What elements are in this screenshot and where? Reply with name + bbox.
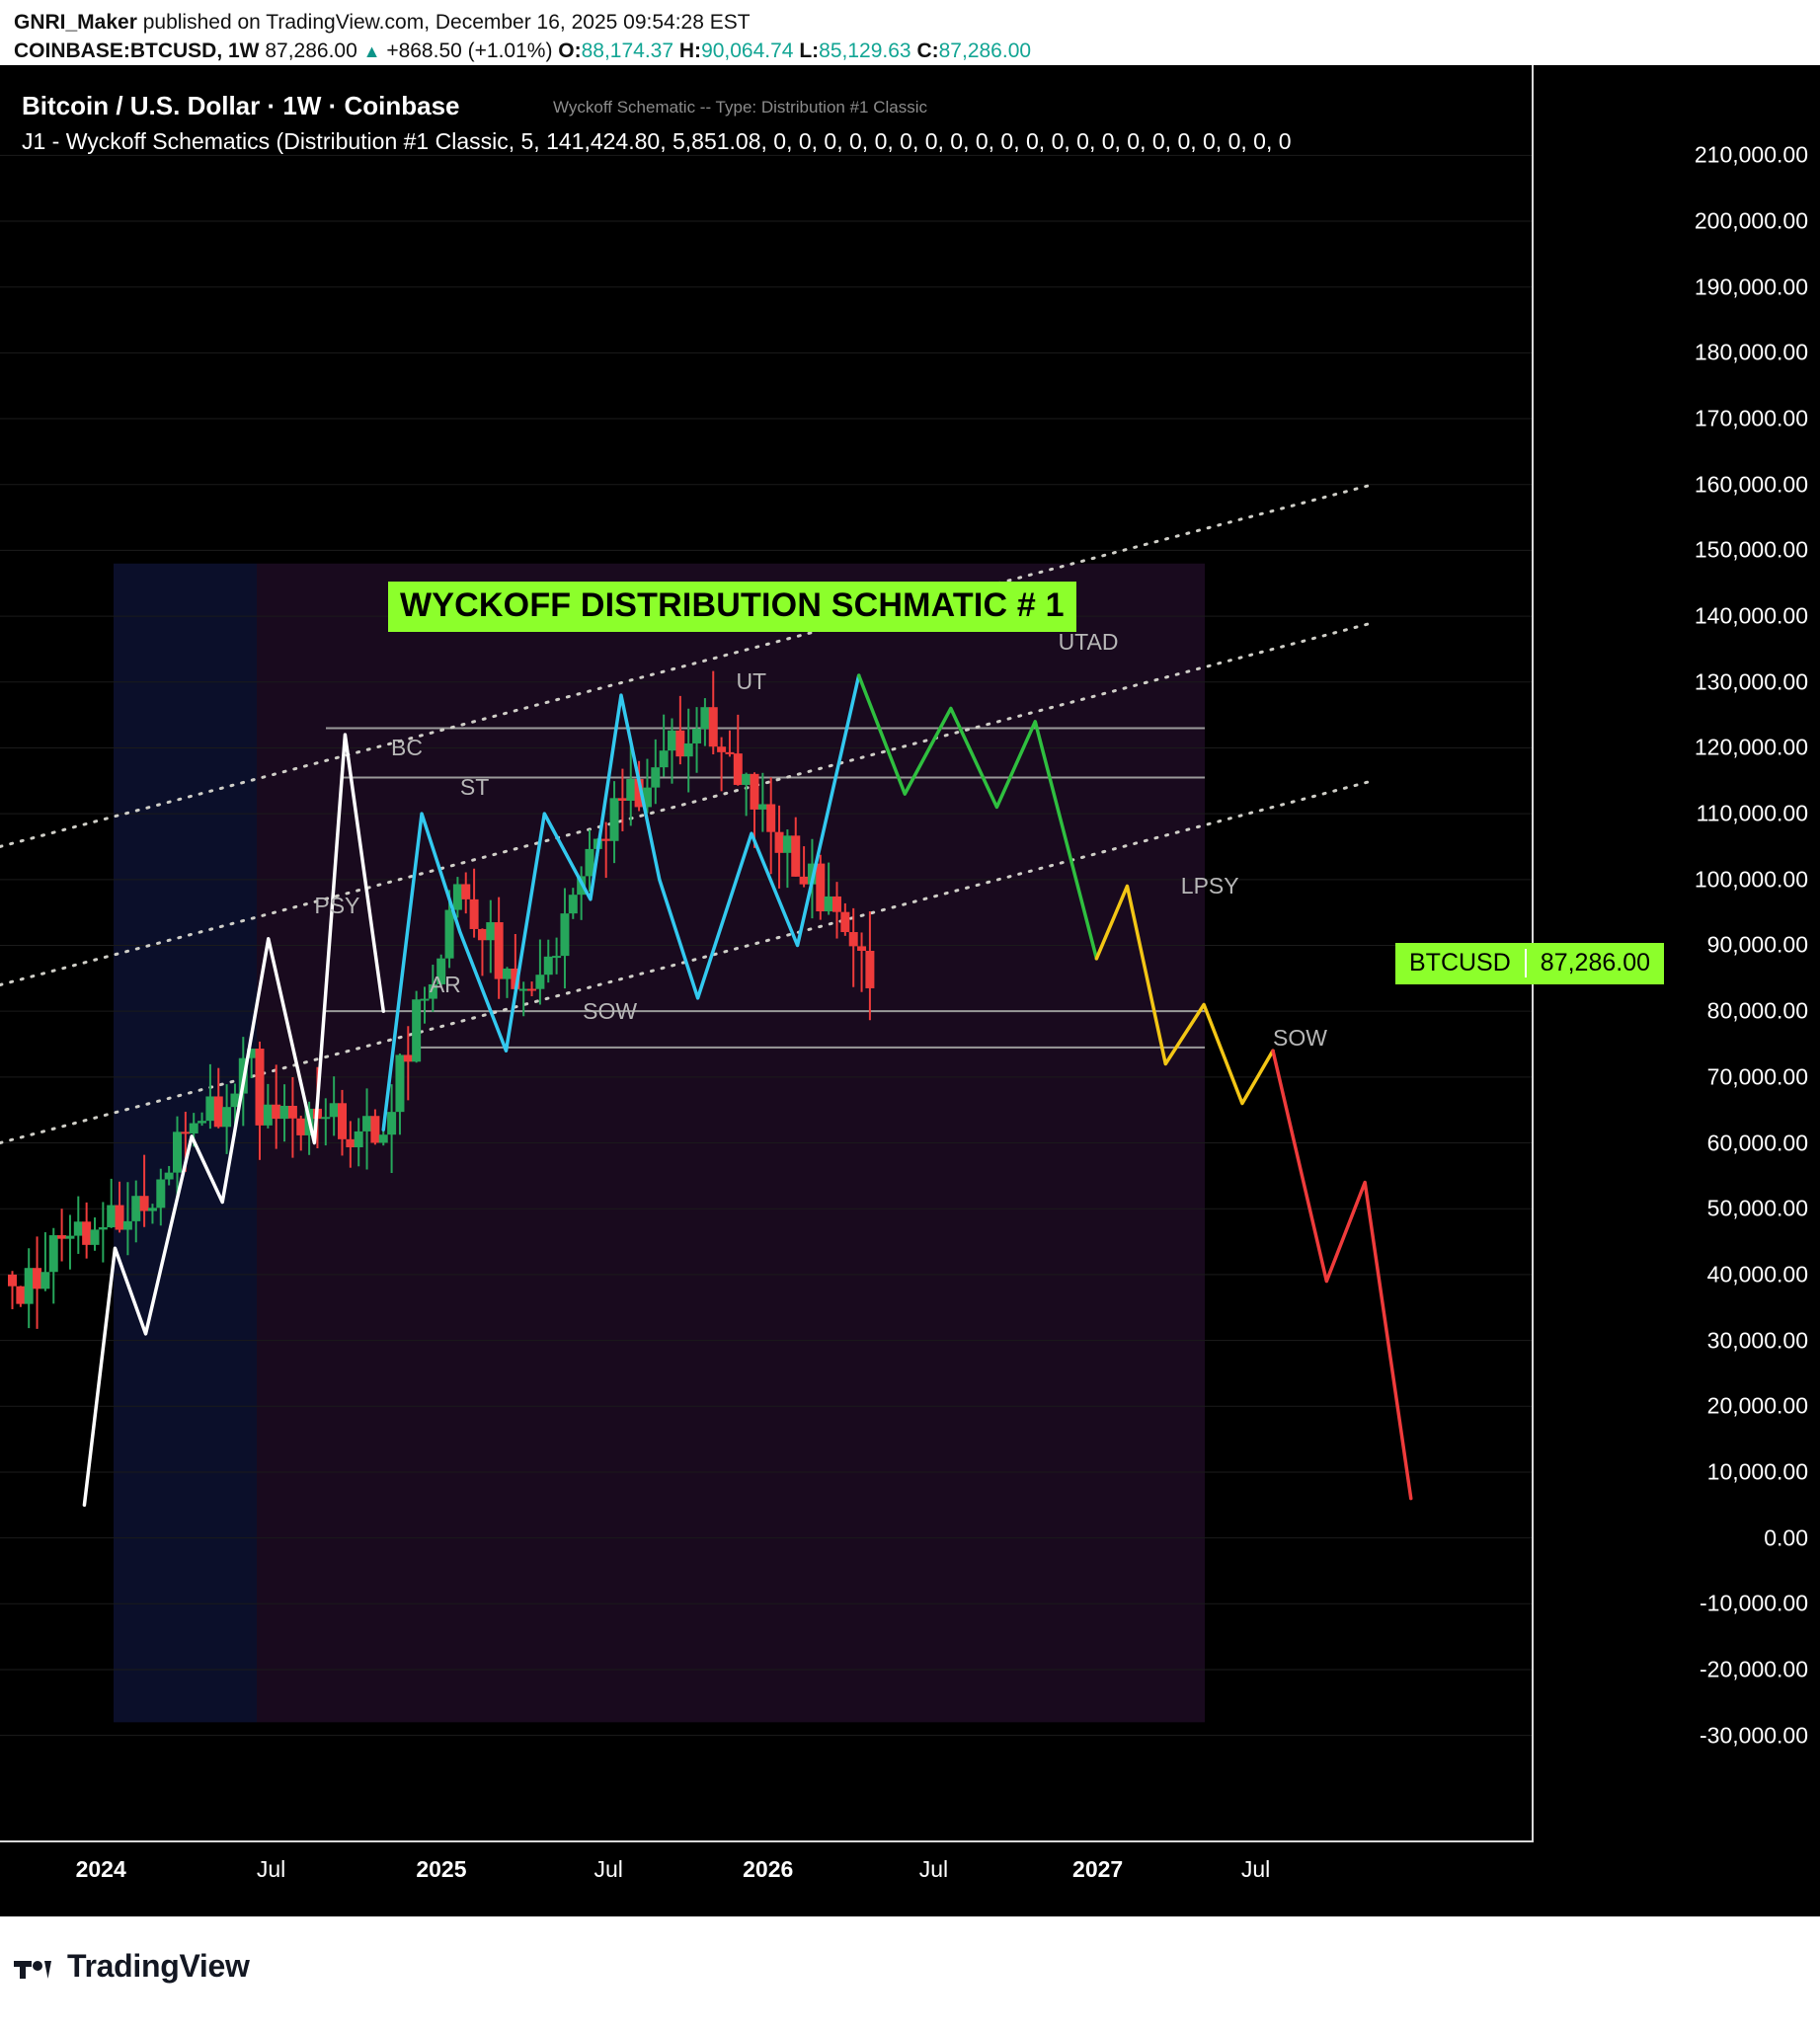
- price-tick-label: 40,000.00: [1706, 1261, 1808, 1288]
- ohlc-low-value: 85,129.63: [819, 39, 911, 62]
- wyckoff-phase-label: LPSY: [1180, 873, 1239, 899]
- channel-trendline: [0, 621, 1375, 987]
- time-tick-label: 2024: [75, 1856, 126, 1882]
- price-tick-label: 90,000.00: [1706, 931, 1808, 958]
- chart-subtitle: Wyckoff Schematic -- Type: Distribution …: [553, 98, 928, 117]
- price-tick-label: 200,000.00: [1694, 207, 1808, 234]
- quote-symbol[interactable]: COINBASE:BTCUSD, 1W: [14, 39, 260, 62]
- price-badge[interactable]: BTCUSD 87,286.00: [1395, 942, 1665, 984]
- price-tick-label: 170,000.00: [1694, 405, 1808, 431]
- wyckoff-phase-label: AR: [429, 972, 461, 998]
- price-tick-label: -30,000.00: [1700, 1722, 1808, 1749]
- time-axis[interactable]: 2024 Jul 2025 Jul 2026 Jul 2027 Jul: [0, 1840, 1534, 1916]
- publisher-username[interactable]: GNRI_Maker: [14, 11, 137, 34]
- wyckoff-phase-label: SOW: [1272, 1024, 1327, 1051]
- price-badge-value: 87,286.00: [1524, 949, 1664, 978]
- price-tick-label: 150,000.00: [1694, 536, 1808, 563]
- wyckoff-phase-label: SOW: [583, 997, 638, 1024]
- chart-container[interactable]: PSY BC ST AR SOW UT UTAD LPSY SOW Bitcoin / U.S.…: [0, 65, 1820, 1916]
- wyckoff-phase-label: ST: [459, 774, 490, 801]
- tradingview-mark-icon: [14, 1961, 51, 1979]
- price-tick-label: 210,000.00: [1694, 141, 1808, 168]
- publisher-published-text: published on TradingView.com, December 1…: [136, 11, 751, 34]
- price-tick-label: 110,000.00: [1696, 800, 1808, 826]
- wyckoff-banner: WYCKOFF DISTRIBUTION SCHMATIC # 1: [388, 582, 1076, 632]
- time-tick-label: Jul: [256, 1856, 286, 1882]
- price-tick-label: 190,000.00: [1694, 273, 1808, 300]
- price-tick-label: 160,000.00: [1694, 471, 1808, 498]
- tradingview-wordmark: TradingView: [67, 1947, 250, 1984]
- wyckoff-phase-label: BC: [391, 735, 423, 761]
- price-tick-label: -10,000.00: [1700, 1590, 1808, 1616]
- time-tick-label: Jul: [918, 1856, 949, 1882]
- price-tick-label: 20,000.00: [1706, 1392, 1808, 1419]
- price-tick-label: 180,000.00: [1694, 339, 1808, 365]
- ohlc-close-label: C:: [916, 39, 939, 62]
- price-tick-label: 120,000.00: [1694, 734, 1808, 760]
- time-tick-label: 2025: [416, 1856, 467, 1882]
- projection-line: [381, 673, 861, 1132]
- tradingview-logo[interactable]: TradingView: [14, 1948, 250, 1985]
- ohlc-close-value: 87,286.00: [938, 39, 1032, 62]
- price-axis[interactable]: 210,000.00 200,000.00 190,000.00 180,000.00…: [1395, 65, 1820, 1916]
- chart-plot-area[interactable]: PSY BC ST AR SOW UT UTAD LPSY SOW: [0, 65, 1534, 1842]
- channel-trendline: [0, 779, 1375, 1145]
- wyckoff-phase-label: UTAD: [1058, 629, 1119, 656]
- price-tick-label: 60,000.00: [1706, 1130, 1808, 1156]
- quote-line: COINBASE:BTCUSD, 1W 87,286.00 ▲ +868.50 …: [14, 38, 1806, 65]
- ohlc-open-label: O:: [558, 39, 582, 62]
- ohlc-open-value: 88,174.37: [581, 39, 674, 62]
- change-up-triangle-icon: ▲: [362, 41, 381, 61]
- wyckoff-phase-label: PSY: [314, 893, 360, 919]
- projection-line: [1271, 1049, 1413, 1501]
- projection-line: [856, 673, 1099, 961]
- price-badge-ticker: BTCUSD: [1409, 949, 1511, 977]
- price-tick-label: 80,000.00: [1706, 997, 1808, 1024]
- time-tick-label: 2027: [1072, 1856, 1124, 1882]
- publisher-line: GNRI_Maker published on TradingView.com,…: [14, 8, 1806, 38]
- price-tick-label: 70,000.00: [1706, 1063, 1808, 1090]
- wyckoff-phase-label: UT: [736, 668, 767, 695]
- price-tick-label: 130,000.00: [1694, 668, 1808, 695]
- projection-line: [1094, 884, 1275, 1106]
- price-tick-label: -20,000.00: [1700, 1656, 1808, 1682]
- ohlc-high-label: H:: [678, 39, 702, 62]
- price-tick-label: 140,000.00: [1694, 602, 1808, 629]
- price-tick-label: 100,000.00: [1694, 866, 1808, 893]
- channel-trendline: [0, 483, 1375, 848]
- indicator-legend: J1 - Wyckoff Schematics (Distribution #1…: [22, 128, 1292, 154]
- price-tick-label: 50,000.00: [1706, 1195, 1808, 1221]
- price-tick-label: 10,000.00: [1706, 1458, 1808, 1485]
- quote-last-price: 87,286.00: [265, 39, 357, 62]
- projection-line: [82, 733, 385, 1508]
- quote-change: +868.50 (+1.01%): [386, 39, 553, 62]
- chart-svg: [0, 154, 1534, 1737]
- price-tick-label: 30,000.00: [1706, 1327, 1808, 1354]
- time-tick-label: Jul: [593, 1856, 623, 1882]
- time-tick-label: Jul: [1240, 1856, 1271, 1882]
- price-tick-label: 0.00: [1764, 1524, 1808, 1551]
- ohlc-low-label: L:: [799, 39, 820, 62]
- chart-title: Bitcoin / U.S. Dollar · 1W · Coinbase: [22, 91, 460, 120]
- ohlc-high-value: 90,064.74: [701, 39, 794, 62]
- publisher-bar: GNRI_Maker published on TradingView.com,…: [0, 0, 1820, 65]
- footer: TradingView: [0, 1916, 1820, 2015]
- time-tick-label: 2026: [743, 1856, 794, 1882]
